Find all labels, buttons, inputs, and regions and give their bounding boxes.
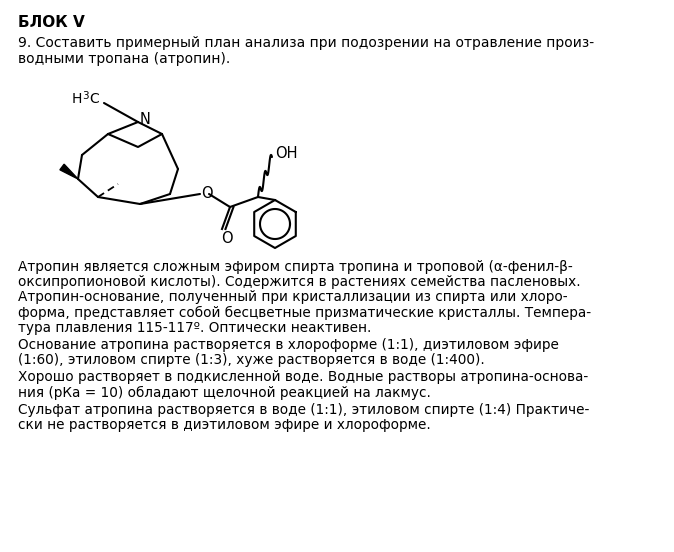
Text: 9. Составить примерный план анализа при подозрении на отравление произ-: 9. Составить примерный план анализа при … (18, 36, 594, 50)
Polygon shape (60, 164, 78, 179)
Text: O: O (201, 187, 212, 201)
Text: H: H (72, 92, 82, 106)
Text: ски не растворяется в диэтиловом эфире и хлороформе.: ски не растворяется в диэтиловом эфире и… (18, 418, 431, 432)
Text: водными тропана (атропин).: водными тропана (атропин). (18, 52, 231, 66)
Text: N: N (140, 113, 151, 128)
Text: форма, представляет собой бесцветные призматические кристаллы. Темпера-: форма, представляет собой бесцветные при… (18, 306, 591, 320)
Text: БЛОК V: БЛОК V (18, 15, 85, 30)
Text: тура плавления 115-117º. Оптически неактивен.: тура плавления 115-117º. Оптически неакт… (18, 321, 371, 335)
Text: оксипропионовой кислоты). Содержится в растениях семейства пасленовых.: оксипропионовой кислоты). Содержится в р… (18, 275, 580, 289)
Text: Хорошо растворяет в подкисленной воде. Водные растворы атропина-основа-: Хорошо растворяет в подкисленной воде. В… (18, 370, 588, 384)
Text: ния (рКа = 10) обладают щелочной реакцией на лакмус.: ния (рКа = 10) обладают щелочной реакцие… (18, 386, 431, 400)
Text: C: C (89, 92, 99, 106)
Text: O: O (221, 231, 233, 246)
Text: Сульфат атропина растворяется в воде (1:1), этиловом спирте (1:4) Практиче-: Сульфат атропина растворяется в воде (1:… (18, 403, 589, 417)
Text: 3: 3 (82, 91, 88, 101)
Text: (1:60), этиловом спирте (1:3), хуже растворяется в воде (1:400).: (1:60), этиловом спирте (1:3), хуже раст… (18, 353, 485, 367)
Text: Основание атропина растворяется в хлороформе (1:1), диэтиловом эфире: Основание атропина растворяется в хлороф… (18, 338, 559, 352)
Text: Атропин является сложным эфиром спирта тропина и троповой (α-фенил-β-: Атропин является сложным эфиром спирта т… (18, 260, 573, 274)
Text: OH: OH (275, 146, 297, 162)
Text: Атропин-основание, полученный при кристаллизации из спирта или хлоро-: Атропин-основание, полученный при криста… (18, 290, 568, 304)
